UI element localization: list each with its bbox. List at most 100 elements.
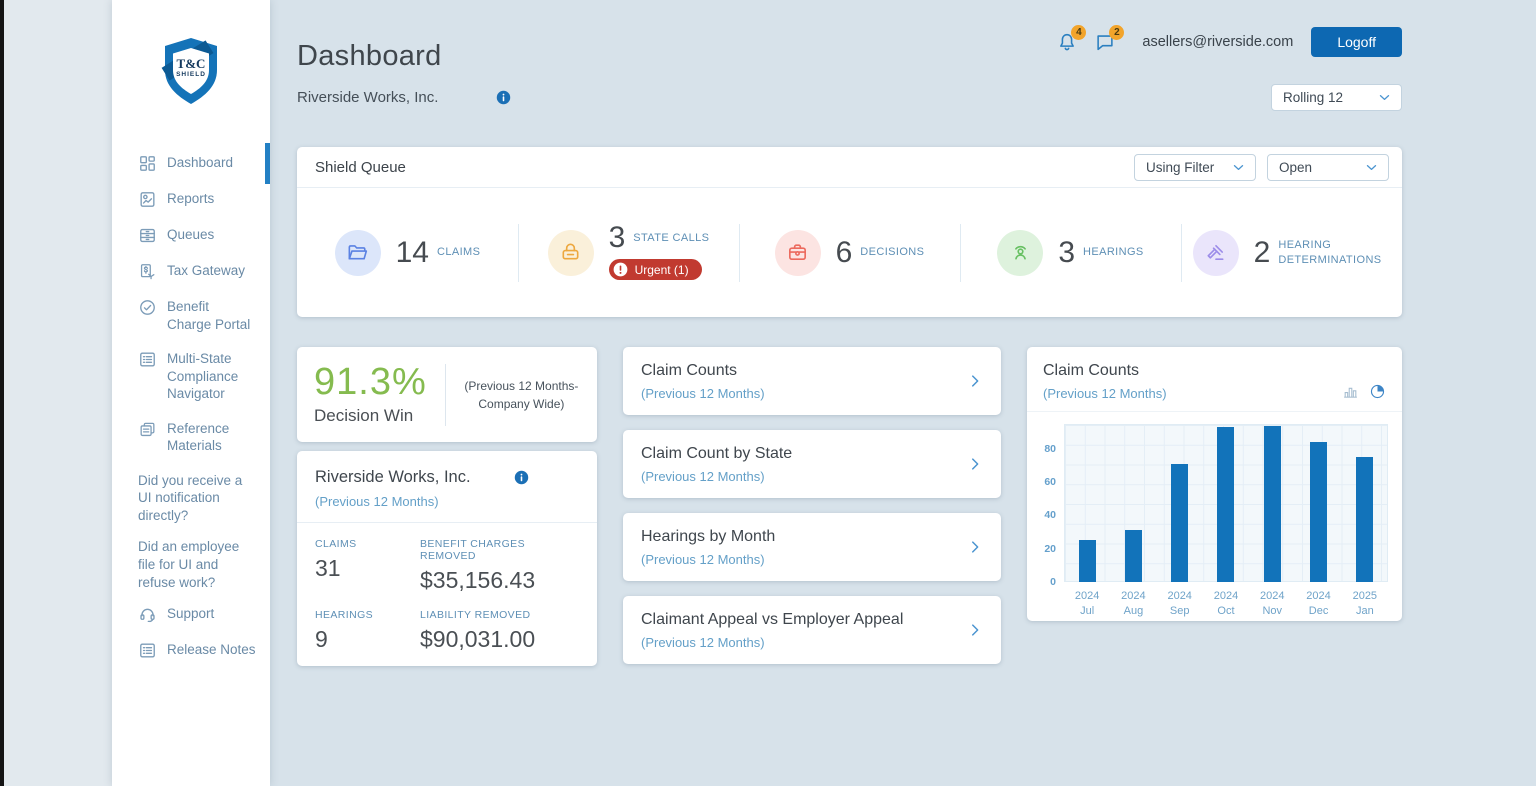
urgent-badge[interactable]: Urgent (1) [608,259,702,280]
sidebar: T&C SHIELD Dashboard Reports Queues Tax … [112,0,270,786]
report-link-title: Hearings by Month [641,527,776,545]
bar[interactable] [1171,463,1189,582]
company-card-title: Riverside Works, Inc. [315,468,471,486]
bar[interactable] [1217,427,1235,582]
company-stat-label: BENEFIT CHARGES REMOVED [420,538,525,562]
company-card-subtitle: (Previous 12 Months) [315,494,439,509]
sidebar-item[interactable]: Did an employee file for UI and refuse w… [138,538,270,591]
using-filter-value: Using Filter [1146,159,1215,175]
sidebar-item-label: Multi-State Compliance Navigator [167,351,239,402]
stat-label: STATE CALLS [633,231,710,244]
stat-value: 3 [1058,235,1076,269]
stat-label: HEARINGS [1083,246,1144,259]
report-link-card[interactable]: Claim Count by State (Previous 12 Months… [623,430,1001,498]
using-filter-select[interactable]: Using Filter [1134,153,1256,181]
left-gutter [4,0,112,786]
sidebar-item[interactable]: Benefit Charge Portal [138,298,270,333]
x-tick-label: 2024 Dec [1306,590,1331,618]
sidebar-item[interactable]: Release Notes [138,641,270,660]
sidebar-item[interactable]: Reference Materials [138,420,270,455]
bar[interactable] [1124,530,1142,582]
bar-column [1203,424,1249,582]
chevron-right-icon [966,372,984,390]
sidebar-item[interactable]: Tax Gateway [138,262,270,281]
period-select-value: Rolling 12 [1283,90,1344,105]
bar-column [1157,424,1203,582]
user-email: asellers@riverside.com [1142,34,1294,50]
shield-queue-card: Shield Queue Using Filter Open [297,147,1402,317]
benefit-charge-portal-icon [138,298,157,317]
dashboard-icon [138,154,157,173]
queue-stat[interactable]: 2 HEARING DETERMINATIONS [1181,229,1402,276]
stat-value: 14 [395,235,429,269]
sidebar-item[interactable]: Dashboard [138,143,270,184]
shield-queue-title: Shield Queue [315,158,406,176]
chevron-right-icon [966,621,984,639]
sidebar-item-label: Reference Materials [167,420,230,454]
company-stat-value: 9 [315,626,328,652]
bar-column [1342,424,1388,582]
folder-icon [346,241,369,264]
sidebar-item[interactable]: Did you receive a UI notification direct… [138,472,270,525]
report-link-title: Claim Counts [641,361,738,379]
x-tick-label: 2024 Jul [1074,590,1100,618]
report-link-card[interactable]: Claim Counts (Previous 12 Months) [623,347,1001,415]
notification-icon-button[interactable]: 2 [1094,25,1125,53]
y-tick-label: 80 [1044,442,1056,455]
period-select[interactable]: Rolling 12 [1271,84,1402,111]
stat-value: 6 [835,235,853,269]
sidebar-item[interactable]: Multi-State Compliance Navigator [138,350,270,403]
account-bar: 4 2 asellers@riverside.com Logoff [1056,25,1402,57]
queue-stat[interactable]: 3 HEARINGS [960,229,1181,276]
x-tick-label: 2024 Nov [1260,590,1285,618]
sidebar-item[interactable]: Queues [138,226,270,245]
topbar: Dashboard Riverside Works, Inc. 4 2 asel [297,0,1402,147]
sidebar-item-label: Dashboard [167,155,234,170]
info-icon[interactable] [495,89,512,106]
gavel-icon [1204,241,1227,264]
info-icon[interactable] [513,469,530,486]
bar[interactable] [1356,457,1374,582]
stat-value: 3 [608,221,626,254]
logo-text-shield: SHIELD [176,71,206,78]
queue-stats-row: 14 CLAIMS 3 STATE CALLS [297,188,1402,317]
logoff-button[interactable]: Logoff [1311,27,1402,57]
chart-title: Claim Counts [1043,362,1140,379]
hearing-icon [1009,241,1032,264]
bar[interactable] [1263,425,1281,582]
queue-stat[interactable]: 6 DECISIONS [739,229,960,276]
shield-logo-icon [159,36,223,104]
chart-x-axis: 2024 Jul 2024 Aug 2024 Sep 2024 Oct 2024 Nov 2024 D… [1064,589,1388,620]
reference-materials-icon [138,420,157,439]
queue-stat[interactable]: 14 CLAIMS [297,229,518,276]
exclamation-icon [613,262,628,277]
sidebar-item-label: Support [167,606,215,622]
page-title: Dashboard [297,40,442,72]
logo-text-tc: T&C [176,56,206,71]
status-filter-select[interactable]: Open [1267,153,1389,181]
sidebar-item[interactable]: Support [138,605,270,624]
main-area: Dashboard Riverside Works, Inc. 4 2 asel [270,0,1536,786]
sidebar-item[interactable]: Reports [138,190,270,209]
bar-chart-icon[interactable] [1342,383,1359,400]
queues-icon [138,226,157,245]
pie-chart-icon[interactable] [1369,383,1386,400]
notification-icon-button[interactable]: 4 [1056,25,1087,53]
notification-count-badge: 2 [1109,25,1125,40]
report-link-card[interactable]: Claimant Appeal vs Employer Appeal (Prev… [623,596,1001,664]
company-name: Riverside Works, Inc. [297,89,439,106]
company-stat-label: LIABILITY REMOVED [420,609,531,621]
chart-y-axis: 0 20 40 60 80 [1039,424,1061,588]
bar[interactable] [1310,442,1328,582]
queue-stat[interactable]: 3 STATE CALLS Urgent (1) [518,223,739,282]
bar[interactable] [1078,540,1096,582]
report-link-card[interactable]: Hearings by Month (Previous 12 Months) [623,513,1001,581]
bar-column [1295,424,1341,582]
company-stat: CLAIMS 31 [315,538,420,594]
notification-count-badge: 4 [1071,25,1087,40]
chevron-right-icon [966,455,984,473]
support-icon [138,605,157,624]
bell-icon [1056,31,1078,53]
sidebar-item-label: Tax Gateway [167,263,246,278]
chart-bars [1064,424,1388,582]
